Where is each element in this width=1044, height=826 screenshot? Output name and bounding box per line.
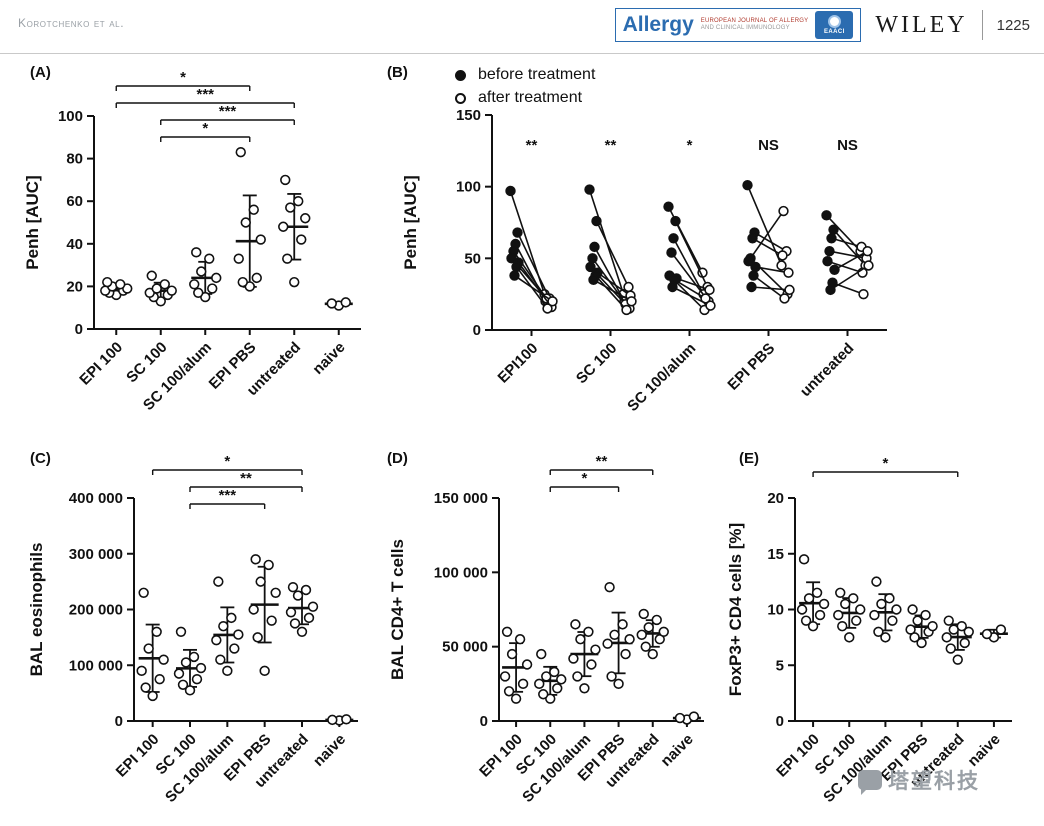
- legend-item-before: before treatment: [455, 66, 595, 84]
- svg-text:***: ***: [219, 103, 237, 120]
- penh-auc-paired-plot: 0 50 100 150 Penh [AUC] EPI100 SC 100 SC 100/al…: [400, 90, 945, 425]
- svg-text:BAL eosinophils: BAL eosinophils: [27, 543, 46, 677]
- svg-text:100: 100: [456, 179, 481, 196]
- journal-subtitle: European Journal of Allergy and Clinical…: [701, 18, 809, 32]
- svg-text:60: 60: [66, 193, 83, 210]
- publisher-logo: WILEY: [875, 11, 968, 38]
- svg-text:**: **: [605, 137, 617, 154]
- svg-text:5: 5: [776, 657, 784, 674]
- svg-text:0: 0: [75, 321, 83, 338]
- svg-text:50 000: 50 000: [442, 639, 488, 656]
- svg-text:naive: naive: [658, 731, 697, 770]
- svg-text:100 000: 100 000: [69, 657, 123, 674]
- panel-a: (A) 0 20 40 60 80 100 Penh [AUC] EPI 100 SC 100 S…: [14, 56, 394, 428]
- svg-text:100: 100: [58, 108, 83, 125]
- svg-text:150: 150: [456, 107, 481, 124]
- filled-circle-icon: [455, 69, 466, 81]
- svg-text:EPI 100: EPI 100: [113, 731, 163, 781]
- panel-b-label: (B): [387, 64, 408, 81]
- svg-text:***: ***: [219, 487, 237, 504]
- svg-text:400 000: 400 000: [69, 490, 123, 507]
- open-circle-icon: [455, 92, 466, 104]
- legend-label-before: before treatment: [478, 66, 596, 83]
- svg-text:naive: naive: [310, 731, 349, 770]
- penh-auc-dot-plot: 0 20 40 60 80 100 Penh [AUC] EPI 100 SC 100 SC 10…: [22, 69, 387, 420]
- svg-text:BAL CD4+ T cells: BAL CD4+ T cells: [388, 539, 407, 680]
- journal-subtitle-line2: and Clinical Immunology: [700, 25, 790, 31]
- svg-text:150 000: 150 000: [434, 490, 488, 507]
- svg-text:10: 10: [767, 602, 784, 619]
- svg-text:untreated: untreated: [797, 340, 857, 400]
- svg-text:0: 0: [473, 322, 481, 339]
- svg-text:100 000: 100 000: [434, 564, 488, 581]
- legend-item-after: after treatment: [455, 89, 595, 107]
- svg-text:SC 100: SC 100: [573, 340, 620, 387]
- bal-cd4-t-cells-dot-plot: 0 50 000 100 000 150 000 BAL CD4+ T cells EPI…: [387, 453, 722, 816]
- running-head: Korotchenko et al.: [18, 16, 125, 30]
- svg-text:*: *: [224, 453, 230, 470]
- svg-text:EPI 100: EPI 100: [76, 339, 126, 389]
- svg-text:naive: naive: [309, 339, 348, 378]
- watermark-text: 塔望科技: [888, 770, 980, 793]
- svg-text:200 000: 200 000: [69, 602, 123, 619]
- svg-text:80: 80: [66, 151, 83, 168]
- svg-text:**: **: [526, 137, 538, 154]
- panel-d: (D) 0 50 000 100 000 150 000 BAL CD4+ T cell…: [375, 438, 727, 826]
- page-header: Korotchenko et al. Allergy European Jour…: [0, 0, 1044, 54]
- panel-b: (B) before treatment after treatment 0 50…: [385, 56, 995, 428]
- svg-text:40: 40: [66, 236, 83, 253]
- svg-text:EPI PBS: EPI PBS: [724, 340, 778, 394]
- svg-text:NS: NS: [758, 137, 779, 154]
- header-right: Allergy European Journal of Allergy and …: [614, 8, 1030, 42]
- svg-text:*: *: [687, 137, 693, 154]
- eaaci-badge: EAACI: [815, 11, 854, 39]
- svg-text:*: *: [180, 69, 186, 86]
- svg-text:FoxP3+ CD4 cells [%]: FoxP3+ CD4 cells [%]: [726, 523, 745, 696]
- svg-text:**: **: [596, 453, 608, 470]
- svg-text:50: 50: [464, 250, 481, 267]
- svg-text:0: 0: [115, 713, 123, 730]
- speech-bubble-icon: [858, 770, 882, 795]
- panel-e-label: (E): [739, 450, 759, 467]
- panel-e: (E) 0 5 10 15 20 FoxP3+ CD4 cells [%] EPI 100 S…: [725, 438, 1040, 826]
- svg-text:0: 0: [776, 713, 784, 730]
- svg-text:EPI 100: EPI 100: [773, 731, 823, 781]
- svg-text:EPI100: EPI100: [495, 340, 542, 387]
- eaaci-emblem-icon: [827, 15, 841, 28]
- eaaci-label: EAACI: [823, 29, 845, 35]
- allergy-journal-logo: Allergy European Journal of Allergy and …: [614, 8, 862, 42]
- legend-label-after: after treatment: [478, 89, 583, 106]
- bal-eosinophils-dot-plot: 0 100 000 200 000 300 000 400 000 BAL eosinop…: [26, 453, 378, 816]
- svg-text:20: 20: [767, 490, 784, 507]
- svg-text:SC 100/alum: SC 100/alum: [624, 340, 699, 415]
- svg-text:300 000: 300 000: [69, 546, 123, 563]
- svg-text:Penh [AUC]: Penh [AUC]: [401, 175, 420, 269]
- svg-text:*: *: [882, 455, 888, 472]
- svg-text:20: 20: [66, 278, 83, 295]
- foxp3-cd4-cells-dot-plot: 0 5 10 15 20 FoxP3+ CD4 cells [%] EPI 100 SC 10…: [725, 455, 1030, 816]
- svg-text:NS: NS: [837, 137, 858, 154]
- journal-subtitle-line1: European Journal of Allergy: [700, 18, 809, 24]
- watermark: 塔望科技: [858, 765, 980, 795]
- svg-text:15: 15: [767, 546, 784, 563]
- legend: before treatment after treatment: [455, 66, 595, 107]
- svg-text:Penh [AUC]: Penh [AUC]: [23, 175, 42, 269]
- journal-name: Allergy: [622, 13, 694, 36]
- page-number: 1225: [996, 16, 1030, 34]
- svg-text:**: **: [240, 470, 252, 487]
- svg-text:***: ***: [196, 86, 214, 103]
- header-divider: [981, 10, 983, 40]
- panel-c: (C) 0 100 000 200 000 300 000 400 000 BAL eos…: [18, 438, 388, 826]
- svg-text:0: 0: [480, 713, 488, 730]
- panel-d-label: (D): [387, 450, 408, 467]
- panel-a-label: (A): [30, 64, 51, 81]
- panel-c-label: (C): [30, 450, 51, 467]
- svg-text:*: *: [202, 120, 208, 137]
- svg-text:*: *: [581, 470, 587, 487]
